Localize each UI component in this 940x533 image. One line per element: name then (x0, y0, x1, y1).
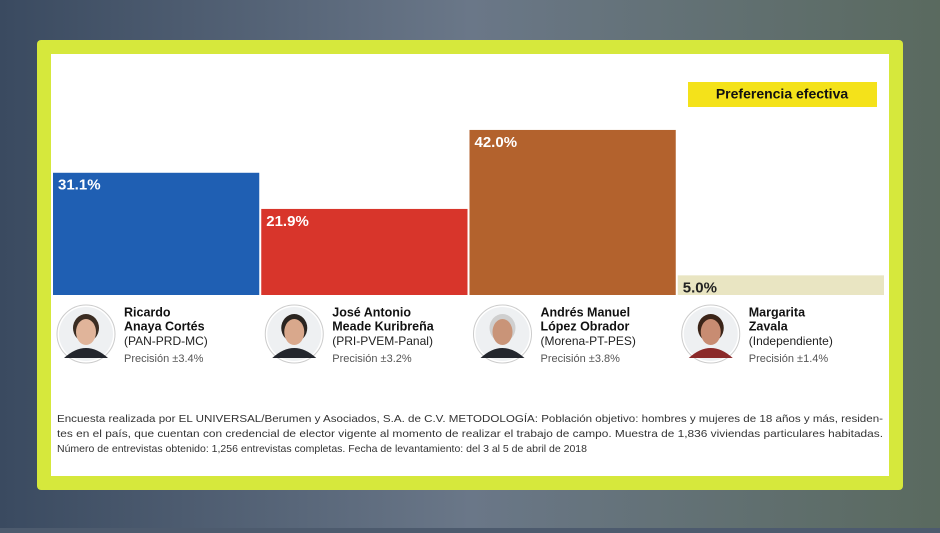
value-label: 21.9% (266, 213, 309, 230)
candidate-name: Ricardo (124, 305, 171, 319)
candidate-name: Andrés Manuel (541, 305, 631, 319)
precision: Precisión ±3.2% (332, 353, 412, 365)
bar (677, 275, 884, 295)
precision: Precisión ±3.4% (124, 353, 204, 365)
candidate-name: Meade Kuribreña (332, 319, 434, 333)
bar (469, 129, 676, 295)
photo-body (272, 348, 317, 358)
value-label: 5.0% (683, 279, 717, 296)
value-label: 42.0% (475, 134, 518, 151)
precision: Precisión ±1.4% (749, 353, 829, 365)
photo-body (64, 348, 108, 358)
legend-label: Preferencia efectiva (716, 86, 849, 102)
candidate-name: López Obrador (541, 319, 630, 333)
candidate-name: Margarita (749, 305, 806, 319)
photo-body (480, 348, 525, 358)
party: (Morena-PT-PES) (541, 334, 636, 348)
party: (PRI-PVEM-Panal) (332, 334, 433, 348)
footnote: Número de entrevistas obtenido: 1,256 en… (57, 443, 587, 455)
photo-body (688, 348, 733, 358)
footnote: tes en el país, que cuentan con credenci… (57, 428, 883, 440)
photo-face (492, 319, 513, 345)
bar (53, 172, 260, 295)
value-label: 31.1% (58, 177, 101, 194)
photo-face (76, 319, 96, 345)
legend-box (688, 82, 877, 107)
party: (Independiente) (749, 334, 833, 348)
candidate-name: Zavala (749, 319, 789, 333)
party: (PAN-PRD-MC) (124, 334, 208, 348)
candidate-name: José Antonio (332, 305, 411, 319)
footnote: Encuesta realizada por EL UNIVERSAL/Beru… (57, 412, 884, 425)
candidate-name: Anaya Cortés (124, 319, 205, 333)
bar (261, 208, 468, 295)
photo-face (284, 319, 305, 345)
precision: Precisión ±3.8% (541, 353, 621, 365)
photo-face (700, 319, 721, 345)
